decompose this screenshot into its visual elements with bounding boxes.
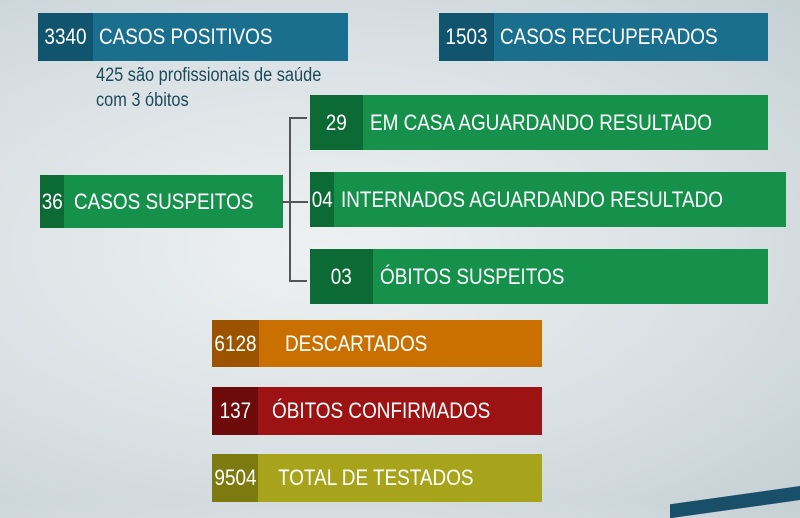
note-line-1: 425 são profissionais de saúde xyxy=(96,65,322,86)
total-testados-box: 9504 TOTAL DE TESTADOS xyxy=(212,454,542,502)
total-testados-value: 9504 xyxy=(213,465,257,490)
bracket-vertical-line xyxy=(289,117,291,281)
profissionais-note: 425 são profissionais de saúde com 3 óbi… xyxy=(96,63,358,113)
bracket-top-tick xyxy=(289,117,307,119)
obitos-suspeitos-value: 03 xyxy=(330,263,353,289)
obitos-suspeitos-label: ÓBITOS SUSPEITOS xyxy=(380,263,565,289)
casos-suspeitos-box: 36 CASOS SUSPEITOS xyxy=(40,175,284,228)
casos-recuperados-box: 1503 CASOS RECUPERADOS xyxy=(439,13,768,61)
internados-value: 04 xyxy=(311,186,333,212)
bracket-bottom-tick xyxy=(289,280,307,282)
casos-suspeitos-label: CASOS SUSPEITOS xyxy=(74,188,254,214)
descartados-value: 6128 xyxy=(214,330,257,356)
bracket-connector-line xyxy=(282,201,308,203)
total-testados-label: TOTAL DE TESTADOS xyxy=(278,465,474,490)
casos-recuperados-value: 1503 xyxy=(445,24,488,49)
obitos-confirmados-value: 137 xyxy=(219,398,251,423)
obitos-confirmados-label: ÓBITOS CONFIRMADOS xyxy=(272,398,491,423)
casos-positivos-box: 3340 CASOS POSITIVOS xyxy=(38,13,348,61)
casos-recuperados-label: CASOS RECUPERADOS xyxy=(500,24,718,49)
em-casa-label: EM CASA AGUARDANDO RESULTADO xyxy=(370,109,713,135)
descartados-label: DESCARTADOS xyxy=(285,330,428,356)
casos-positivos-value: 3340 xyxy=(44,24,87,49)
em-casa-value: 29 xyxy=(326,109,348,135)
descartados-box: 6128 DESCARTADOS xyxy=(212,320,542,367)
em-casa-box: 29 EM CASA AGUARDANDO RESULTADO xyxy=(310,95,768,150)
decorative-swoosh xyxy=(670,486,800,518)
internados-box: 04 INTERNADOS AGUARDANDO RESULTADO xyxy=(310,172,786,227)
note-line-2: com 3 óbitos xyxy=(96,90,189,111)
casos-positivos-label: CASOS POSITIVOS xyxy=(99,24,273,49)
obitos-confirmados-box: 137 ÓBITOS CONFIRMADOS xyxy=(212,387,542,435)
casos-suspeitos-value: 36 xyxy=(41,188,63,214)
obitos-suspeitos-box: 03 ÓBITOS SUSPEITOS xyxy=(310,249,768,304)
internados-label: INTERNADOS AGUARDANDO RESULTADO xyxy=(341,186,724,212)
